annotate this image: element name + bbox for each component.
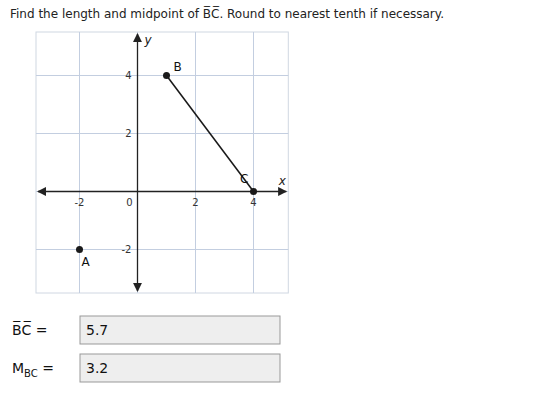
chart: Find the length and midpoint of B̅C̅. Ro… [0, 0, 559, 397]
answer-label-sub: BC [24, 368, 38, 379]
answer-label: B̅C̅ = [12, 321, 48, 338]
y-axis [137, 34, 138, 291]
x-axis-label: x [278, 174, 287, 188]
point [76, 246, 83, 253]
segment [167, 76, 254, 192]
answer-label-main: M [12, 360, 24, 376]
point-label: A [82, 255, 91, 269]
grid-line-y [36, 133, 288, 134]
answer-value: 3.2 [86, 360, 108, 376]
y-tick-label: -2 [122, 244, 132, 255]
point [250, 188, 257, 195]
plot-frame [36, 32, 288, 293]
grid-line-x [253, 32, 254, 293]
grid-line-y [36, 249, 288, 250]
point-label: B [174, 60, 182, 74]
grid-line-x [137, 32, 138, 293]
y-tick-label: 4 [125, 70, 131, 81]
y-axis-label: y [144, 33, 153, 47]
answer-label-main: B̅C̅ = [12, 321, 48, 338]
point [163, 72, 170, 79]
origin-label: 0 [126, 197, 132, 208]
x-axis [38, 191, 286, 192]
answer-value: 5.7 [86, 322, 108, 338]
grid-line-x [79, 32, 80, 293]
grid-line-x [195, 32, 196, 293]
x-tick-label: -2 [75, 197, 85, 208]
answer-label: MBC = [12, 360, 54, 379]
grid-line-y [36, 75, 288, 76]
plot-data [76, 72, 257, 253]
answer-box [80, 316, 280, 344]
answer-box [80, 354, 280, 382]
x-tick-label: 2 [192, 197, 198, 208]
x-tick-label: 4 [250, 197, 256, 208]
answer-label-suffix: = [38, 360, 54, 376]
point-label: C [240, 172, 248, 186]
title: Find the length and midpoint of B̅C̅. Ro… [10, 6, 444, 21]
y-tick-label: 2 [125, 128, 131, 139]
